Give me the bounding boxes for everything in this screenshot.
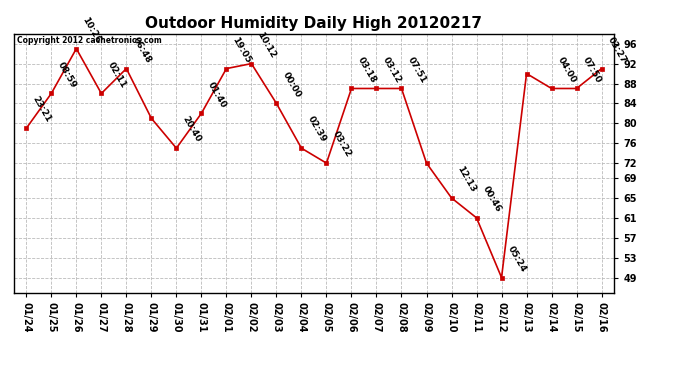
Text: 07:50: 07:50 [581,55,603,84]
Text: 03:22: 03:22 [331,130,353,159]
Text: 02:11: 02:11 [106,60,128,89]
Text: 03:27: 03:27 [606,35,628,64]
Text: 05:24: 05:24 [506,244,528,273]
Text: 12:13: 12:13 [455,165,477,194]
Text: 08:59: 08:59 [55,60,77,89]
Text: 23:21: 23:21 [30,95,52,124]
Text: 03:12: 03:12 [381,55,403,84]
Text: 06:48: 06:48 [130,35,152,64]
Text: Copyright 2012 cachetronics.com: Copyright 2012 cachetronics.com [17,36,161,45]
Text: 02:39: 02:39 [306,115,328,144]
Text: 01:40: 01:40 [206,80,228,109]
Text: 10:26: 10:26 [81,15,103,45]
Text: 20:40: 20:40 [181,115,203,144]
Text: 00:46: 00:46 [481,184,503,214]
Text: 07:51: 07:51 [406,55,428,84]
Text: 19:05: 19:05 [230,35,253,64]
Title: Outdoor Humidity Daily High 20120217: Outdoor Humidity Daily High 20120217 [146,16,482,31]
Text: 03:18: 03:18 [355,55,377,84]
Text: 00:00: 00:00 [281,70,302,99]
Text: 10:12: 10:12 [255,30,277,60]
Text: 04:00: 04:00 [555,55,578,84]
